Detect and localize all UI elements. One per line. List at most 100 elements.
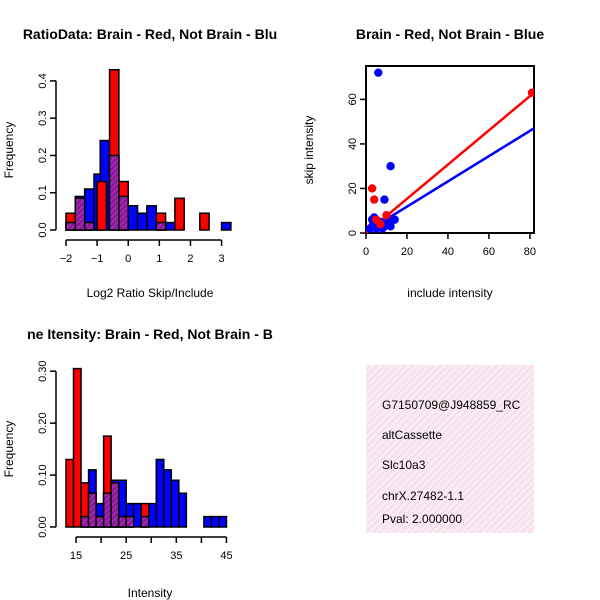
bar-overlap — [125, 515, 135, 528]
x-tick-label: 2 — [187, 253, 193, 265]
ratio-histogram-title: RatioData: Brain - Red, Not Brain - Blu — [23, 26, 277, 42]
bar-brain — [199, 212, 210, 231]
ratio-histogram-ylabel: Frequency — [2, 122, 16, 179]
y-tick-label: 0.00 — [37, 516, 49, 537]
y-tick-label: 0 — [347, 230, 359, 236]
scatter-frame — [365, 65, 535, 234]
x-tick-label: 15 — [70, 550, 82, 562]
bar-not-brain — [147, 502, 158, 528]
info-pval: Pval: 2.000000 — [382, 512, 462, 526]
bar-not-brain — [136, 212, 148, 231]
bar-not-brain — [203, 515, 213, 528]
y-tick-label: 0.4 — [37, 73, 49, 88]
bar-not-brain — [170, 479, 180, 528]
bar-not-brain — [132, 502, 142, 528]
info-event-type: altCassette — [382, 428, 442, 442]
fit-line-brain — [366, 91, 534, 233]
info-probe-id: G7150709@J948859_RC — [382, 398, 521, 412]
intensity-scatter-panel: Brain - Red, Not Brain - Blue 0 20 40 60 800… — [302, 26, 544, 300]
bar-overlap — [118, 195, 129, 231]
point-brain — [367, 184, 377, 193]
intensity-histogram-title: ne Itensity: Brain - Red, Not Brain - B — [27, 326, 273, 342]
point-not-brain — [386, 222, 395, 231]
bar-brain — [65, 458, 75, 528]
scatter-xlabel: include intensity — [407, 286, 492, 300]
y-tick-label: 60 — [347, 93, 359, 105]
intensity-histogram-ylabel: Frequency — [2, 421, 16, 478]
y-tick-label: 20 — [347, 182, 359, 194]
x-tick-label: 3 — [218, 253, 224, 265]
y-tick-label: 0.30 — [37, 360, 49, 381]
ratio-histogram-xlabel: Log2 Ratio Skip/Include — [87, 286, 214, 300]
x-tick-label: 20 — [401, 246, 413, 258]
bar-overlap — [102, 492, 112, 528]
point-brain — [376, 219, 385, 229]
scatter-title: Brain - Red, Not Brain - Blue — [356, 26, 544, 42]
x-tick-label: 0 — [363, 246, 369, 258]
info-gene-symbol: Slc10a3 — [382, 458, 426, 472]
bar-not-brain — [127, 205, 139, 231]
bar-overlap — [108, 154, 120, 231]
y-tick-label: 0.1 — [37, 185, 49, 200]
y-tick-label: 0.20 — [37, 412, 49, 433]
bar-not-brain — [178, 492, 188, 528]
point-brain — [369, 195, 379, 204]
bar-overlap — [83, 221, 95, 231]
bar-brain — [72, 367, 82, 528]
x-tick-label: 1 — [156, 253, 162, 265]
ratio-histogram-panel: RatioData: Brain - Red, Not Brain - Blu … — [2, 26, 277, 300]
point-not-brain — [380, 195, 389, 204]
bar-not-brain — [163, 469, 173, 528]
bar-not-brain — [164, 221, 176, 231]
bar-overlap — [110, 482, 120, 528]
x-tick-label: −2 — [60, 253, 73, 265]
bar-brain — [174, 197, 185, 231]
info-panel-background — [366, 365, 534, 533]
scatter-axes: 0 20 40 60 80 0 20 40 60 — [347, 93, 536, 258]
x-tick-label: 35 — [170, 550, 182, 562]
x-tick-label: 80 — [524, 246, 536, 258]
point-not-brain — [374, 68, 383, 77]
bar-brain — [96, 180, 108, 231]
bar-not-brain — [146, 205, 157, 231]
scatter-ylabel: skip intensity — [302, 116, 316, 185]
bar-overlap — [95, 515, 105, 528]
intensity-histogram-bars — [65, 367, 228, 528]
bar-not-brain — [218, 515, 228, 528]
y-tick-label: 0.10 — [37, 464, 49, 485]
bar-overlap — [87, 492, 97, 528]
bar-not-brain — [210, 515, 220, 528]
x-tick-label: 40 — [442, 246, 454, 258]
x-tick-label: 0 — [125, 253, 131, 265]
bar-overlap — [80, 515, 90, 528]
x-tick-label: 45 — [220, 550, 232, 562]
point-brain — [382, 210, 391, 220]
y-tick-label: 0.2 — [37, 148, 49, 163]
intensity-histogram-xlabel: Intensity — [128, 586, 173, 600]
x-tick-label: 60 — [483, 246, 495, 258]
x-tick-label: 25 — [120, 550, 132, 562]
info-transcript: chrX.27482-1.1 — [382, 489, 464, 503]
y-tick-label: 0.3 — [37, 111, 49, 126]
y-tick-label: 0.0 — [37, 222, 49, 237]
point-not-brain — [386, 162, 395, 171]
bar-overlap — [65, 221, 77, 231]
info-panel: G7150709@J948859_RC altCassette Slc10a3 … — [366, 365, 534, 533]
fit-line-not-brain — [366, 127, 534, 233]
y-tick-label: 40 — [347, 138, 359, 150]
scatter-points — [366, 68, 534, 233]
bar-not-brain — [220, 221, 232, 231]
point-not-brain — [390, 215, 399, 224]
point-brain — [527, 88, 534, 97]
ratio-histogram-axes: −2 −1 0 1 2 3 0.0 0.1 0.2 0.3 0.4 — [37, 73, 225, 265]
intensity-histogram-panel: ne Itensity: Brain - Red, Not Brain - B … — [2, 326, 273, 600]
bar-overlap — [140, 515, 150, 528]
bar-not-brain — [155, 458, 165, 528]
x-tick-label: −1 — [91, 253, 104, 265]
bar-overlap — [117, 515, 127, 528]
bar-overlap — [155, 221, 167, 231]
ratio-histogram-bars — [65, 68, 232, 231]
intensity-histogram-axes: 15 25 35 45 0.00 0.10 0.20 0.30 — [37, 360, 233, 562]
bar-overlap — [74, 197, 86, 231]
